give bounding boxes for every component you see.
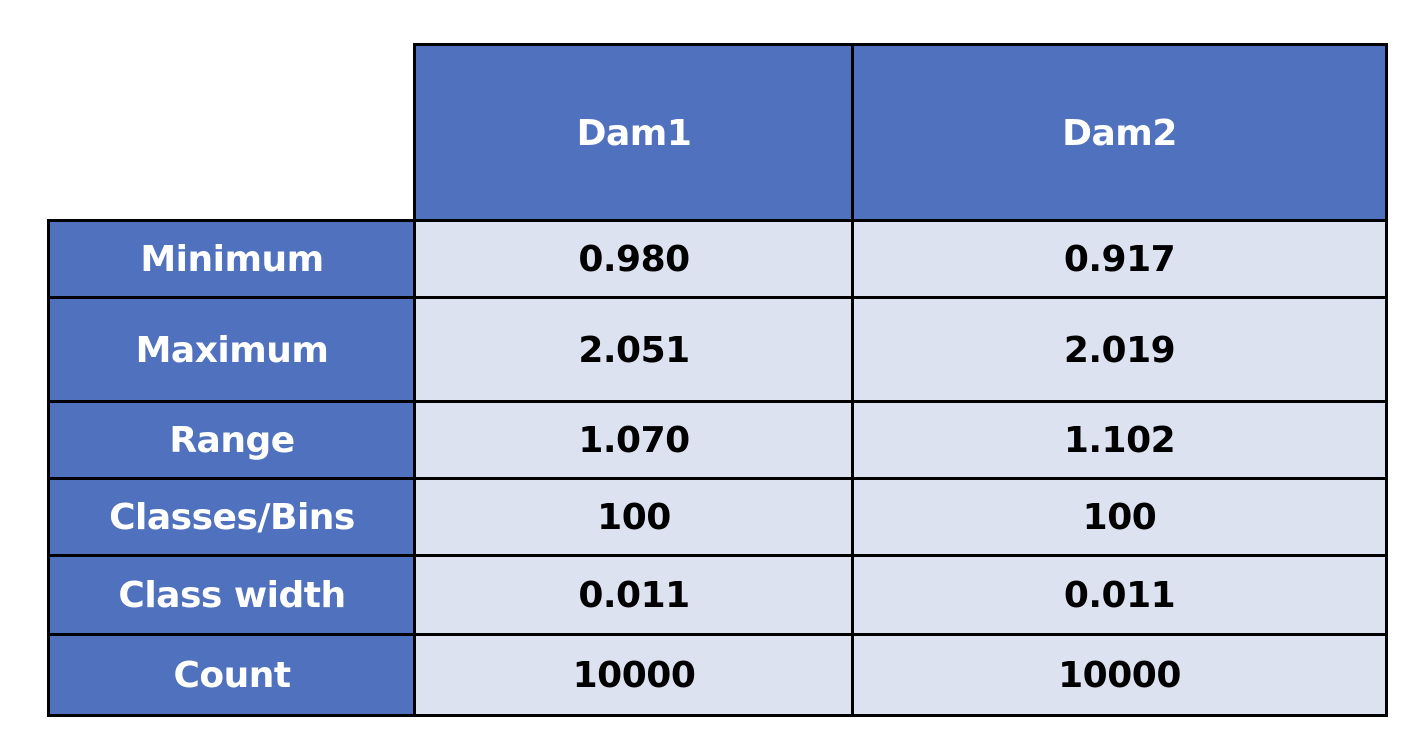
grid-line-top bbox=[413, 43, 1388, 46]
cell-class-width-dam2: 0.011 bbox=[853, 556, 1386, 635]
cell-class-width-dam1: 0.011 bbox=[415, 556, 853, 635]
column-header-dam1: Dam1 bbox=[415, 45, 853, 221]
cell-classes-bins-dam1: 100 bbox=[415, 479, 853, 556]
column-header-dam2: Dam2 bbox=[853, 45, 1386, 221]
cell-minimum-dam2: 0.917 bbox=[853, 221, 1386, 298]
grid-line-row-4 bbox=[47, 554, 1388, 557]
grid-line-header-bottom bbox=[47, 219, 1388, 222]
row-header-minimum: Minimum bbox=[49, 221, 415, 298]
cell-range-dam1: 1.070 bbox=[415, 402, 853, 479]
grid-line-right bbox=[1385, 43, 1388, 717]
row-header-classes-bins: Classes/Bins bbox=[49, 479, 415, 556]
cell-range-dam2: 1.102 bbox=[853, 402, 1386, 479]
grid-line-label-divider bbox=[413, 43, 416, 717]
grid-line-column-divider bbox=[851, 43, 854, 717]
grid-line-row-2 bbox=[47, 400, 1388, 403]
grid-line-left bbox=[47, 219, 50, 717]
grid-line-row-3 bbox=[47, 477, 1388, 480]
cell-minimum-dam1: 0.980 bbox=[415, 221, 853, 298]
cell-classes-bins-dam2: 100 bbox=[853, 479, 1386, 556]
row-header-maximum: Maximum bbox=[49, 298, 415, 402]
row-header-count: Count bbox=[49, 635, 415, 716]
grid-line-row-5 bbox=[47, 633, 1388, 636]
row-header-range: Range bbox=[49, 402, 415, 479]
cell-maximum-dam2: 2.019 bbox=[853, 298, 1386, 402]
cell-count-dam2: 10000 bbox=[853, 635, 1386, 716]
cell-count-dam1: 10000 bbox=[415, 635, 853, 716]
grid-line-bottom bbox=[47, 714, 1388, 717]
row-header-class-width: Class width bbox=[49, 556, 415, 635]
grid-line-row-1 bbox=[47, 296, 1388, 299]
cell-maximum-dam1: 2.051 bbox=[415, 298, 853, 402]
